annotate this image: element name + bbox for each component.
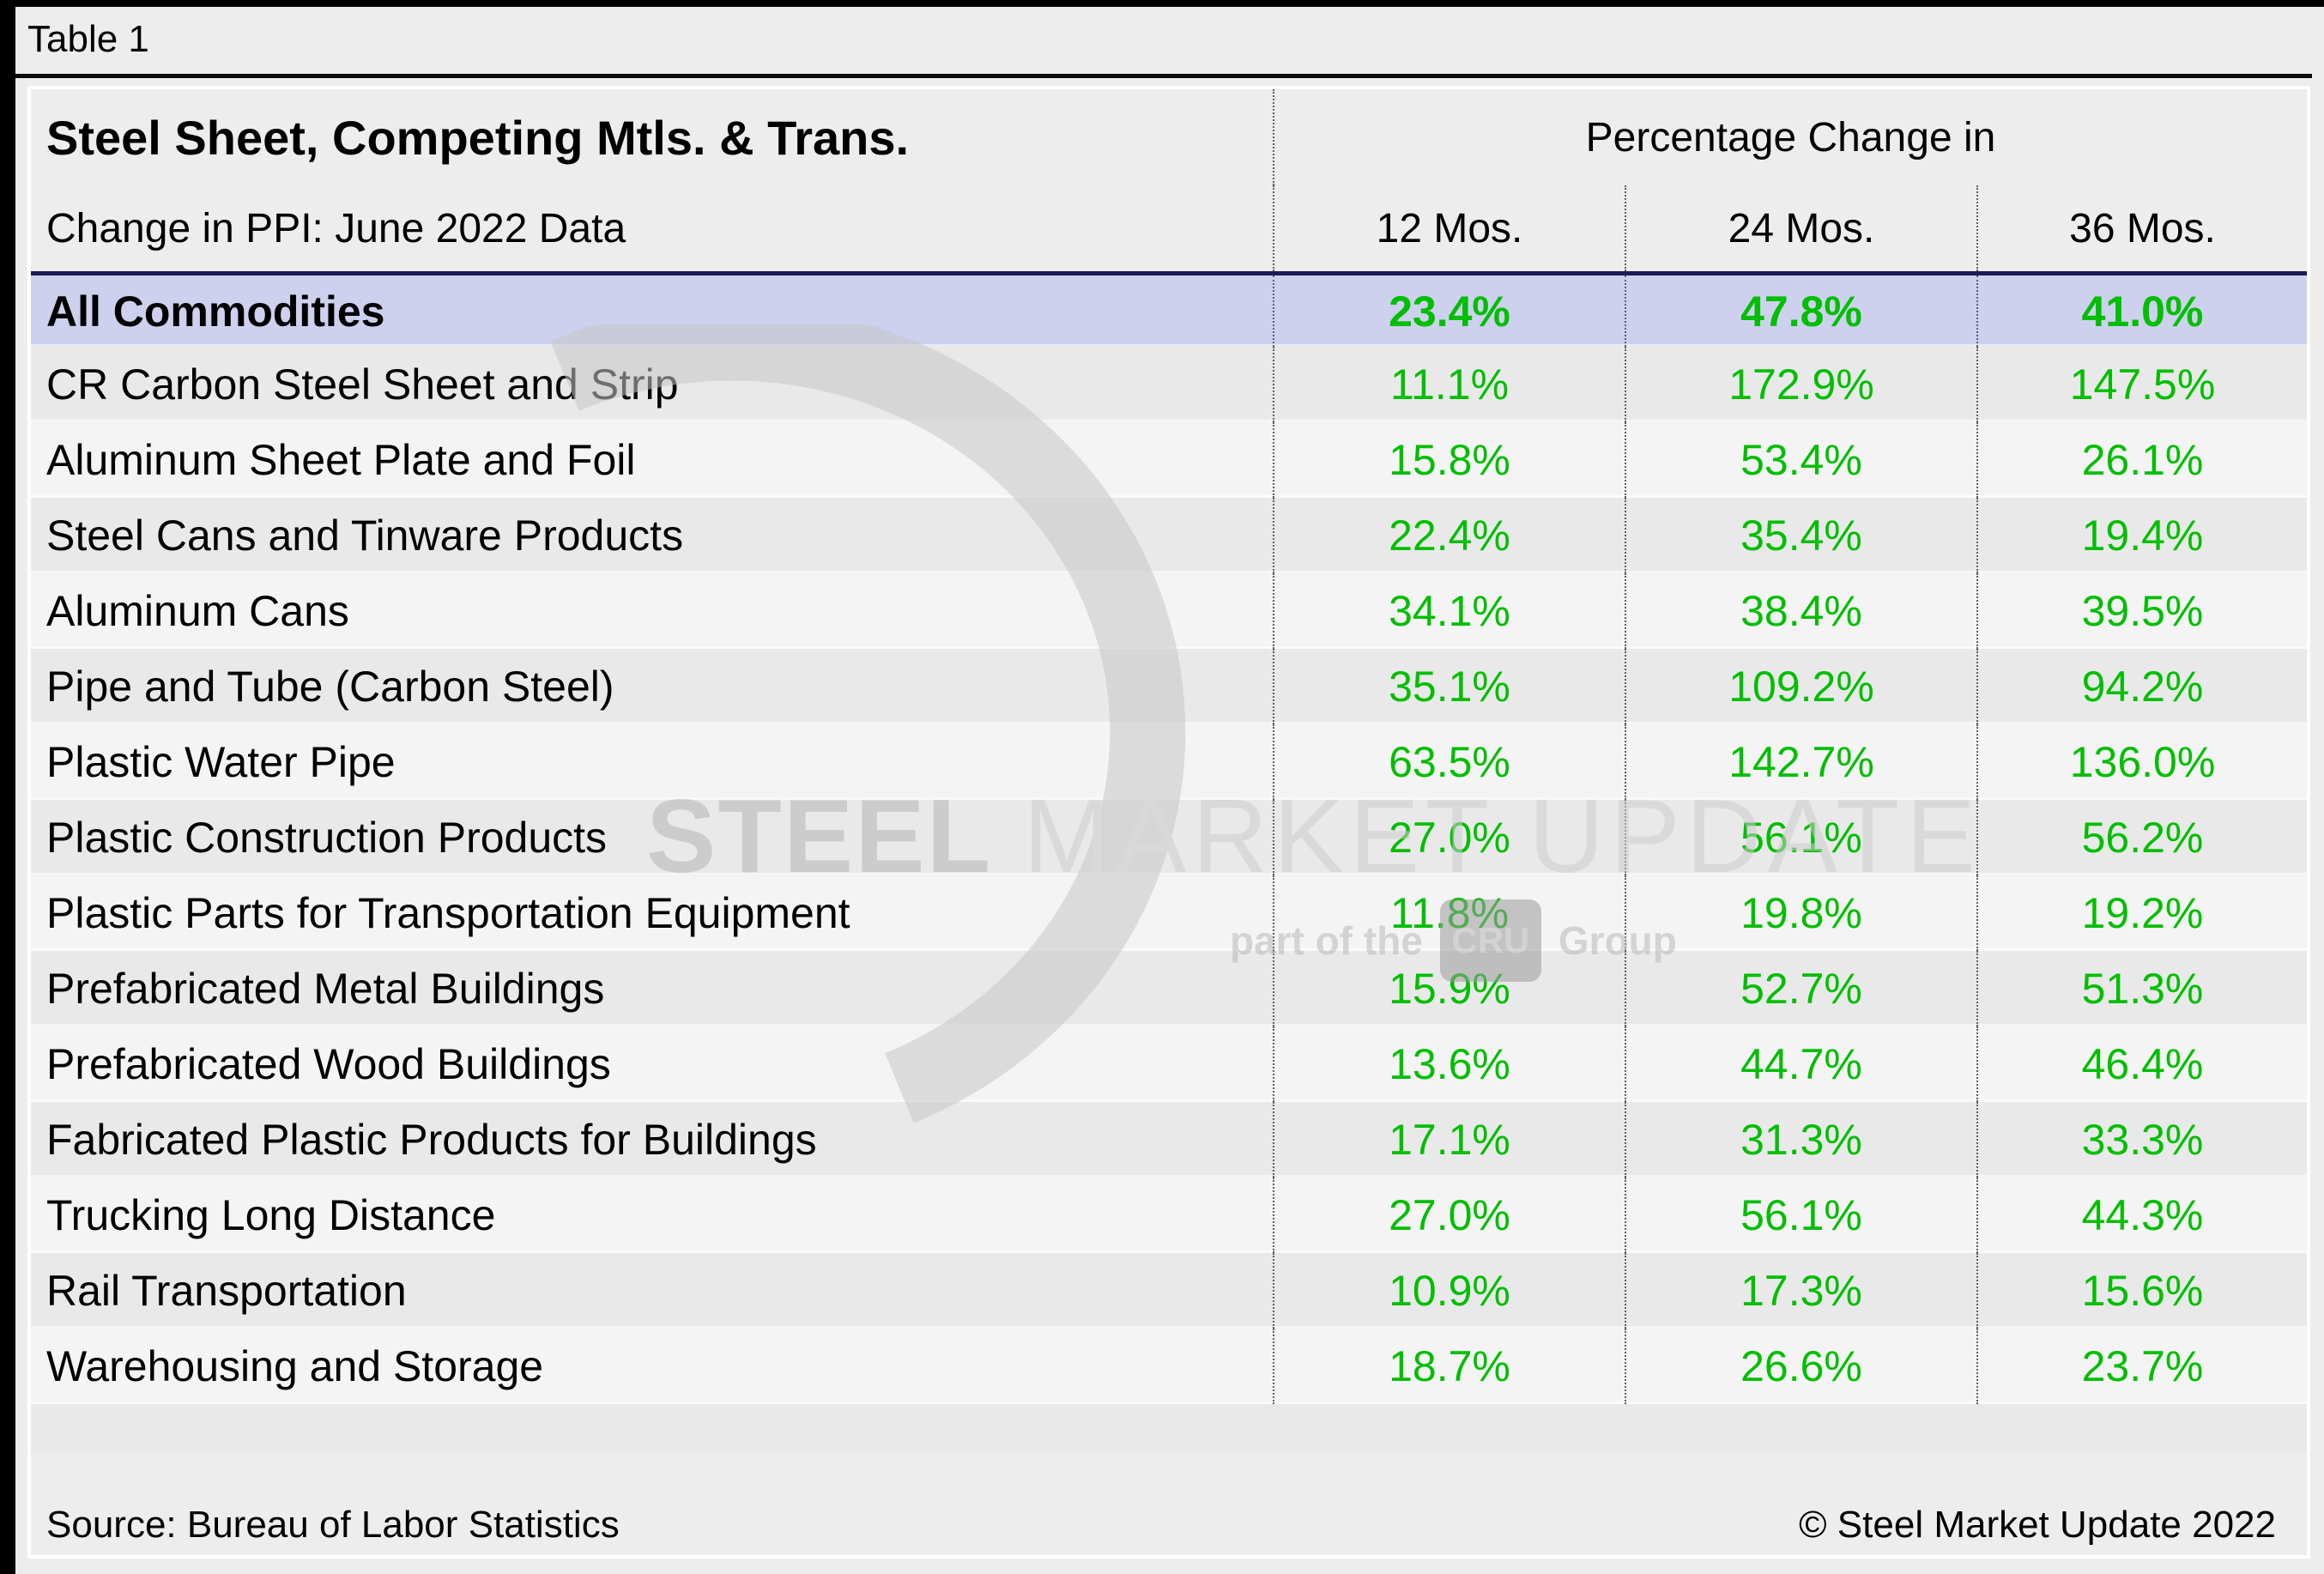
row-value: 52.7%	[1625, 951, 1976, 1026]
row-value: 31.3%	[1625, 1102, 1976, 1177]
row-value: 11.1%	[1273, 347, 1625, 422]
table-header-row-1: Steel Sheet, Competing Mtls. & Trans. Pe…	[31, 89, 2307, 185]
row-value: 35.1%	[1273, 649, 1625, 724]
table-row: Prefabricated Wood Buildings 13.6% 44.7% 46…	[31, 1026, 2307, 1102]
row-label: Fabricated Plastic Products for Building…	[46, 1116, 817, 1164]
table-body: All Commodities 23.4% 47.8% 41.0% CR Carbon …	[31, 271, 2307, 1404]
ppi-table-panel: Steel Sheet, Competing Mtls. & Trans. Pe…	[27, 86, 2310, 1559]
table-subtitle: Change in PPI: June 2022 Data	[46, 205, 626, 251]
row-label: Plastic Construction Products	[46, 814, 608, 862]
row-value: 19.8%	[1625, 875, 1976, 951]
table-footer: Source: Bureau of Labor Statistics © Ste…	[31, 1492, 2307, 1555]
row-value: 63.5%	[1273, 724, 1625, 800]
column-group-header: Percentage Change in	[1273, 89, 2307, 185]
row-value: 26.6%	[1625, 1329, 1976, 1404]
row-value: 44.3%	[1976, 1177, 2307, 1253]
column-header-24mos: 24 Mos.	[1625, 185, 1976, 271]
column-header-12mos: 12 Mos.	[1273, 185, 1625, 271]
horizontal-rule	[15, 74, 2312, 78]
row-value: 53.4%	[1625, 422, 1976, 498]
row-value: 56.2%	[1976, 800, 2307, 875]
row-label: CR Carbon Steel Sheet and Strip	[46, 360, 679, 409]
row-label: All Commodities	[46, 287, 385, 336]
row-value: 22.4%	[1273, 498, 1625, 573]
row-value: 109.2%	[1625, 649, 1976, 724]
table-row: Aluminum Cans 34.1% 38.4% 39.5%	[31, 573, 2307, 649]
table-row: Plastic Construction Products 27.0% 56.1% 5…	[31, 800, 2307, 875]
row-label: Prefabricated Metal Buildings	[46, 965, 605, 1013]
row-label: Prefabricated Wood Buildings	[46, 1040, 611, 1088]
row-value: 17.3%	[1625, 1253, 1976, 1329]
table-header-row-2: Change in PPI: June 2022 Data 12 Mos. 24…	[31, 185, 2307, 271]
table-row: Aluminum Sheet Plate and Foil 15.8% 53.4% 2…	[31, 422, 2307, 498]
row-value: 19.4%	[1976, 498, 2307, 573]
table-row: Pipe and Tube (Carbon Steel) 35.1% 109.2% 9…	[31, 649, 2307, 724]
row-value: 11.8%	[1273, 875, 1625, 951]
row-value: 34.1%	[1273, 573, 1625, 649]
row-value: 172.9%	[1625, 347, 1976, 422]
row-value: 56.1%	[1625, 800, 1976, 875]
row-label: Pipe and Tube (Carbon Steel)	[46, 663, 614, 711]
row-value: 33.3%	[1976, 1102, 2307, 1177]
row-label: Warehousing and Storage	[46, 1342, 544, 1390]
empty-stripe	[31, 1404, 2307, 1452]
row-label: Aluminum Sheet Plate and Foil	[46, 436, 636, 484]
copyright-note: © Steel Market Update 2022	[1799, 1504, 2276, 1546]
row-value: 46.4%	[1976, 1026, 2307, 1102]
row-value: 35.4%	[1625, 498, 1976, 573]
row-value: 26.1%	[1976, 422, 2307, 498]
table-title: Steel Sheet, Competing Mtls. & Trans.	[46, 110, 910, 165]
row-value: 142.7%	[1625, 724, 1976, 800]
table-row: All Commodities 23.4% 47.8% 41.0%	[31, 271, 2307, 347]
row-value: 10.9%	[1273, 1253, 1625, 1329]
row-value: 38.4%	[1625, 573, 1976, 649]
row-value: 94.2%	[1976, 649, 2307, 724]
row-value: 18.7%	[1273, 1329, 1625, 1404]
row-value: 15.8%	[1273, 422, 1625, 498]
row-value: 51.3%	[1976, 951, 2307, 1026]
row-value: 44.7%	[1625, 1026, 1976, 1102]
row-value: 27.0%	[1273, 1177, 1625, 1253]
row-value: 19.2%	[1976, 875, 2307, 951]
table-row: Plastic Parts for Transportation Equipme…	[31, 875, 2307, 951]
row-value: 39.5%	[1976, 573, 2307, 649]
row-label: Steel Cans and Tinware Products	[46, 512, 684, 560]
table-row: Trucking Long Distance 27.0% 56.1% 44.3%	[31, 1177, 2307, 1253]
table-number-label: Table 1	[27, 18, 149, 60]
row-value: 47.8%	[1625, 275, 1976, 347]
table-row: Fabricated Plastic Products for Building…	[31, 1102, 2307, 1177]
row-value: 17.1%	[1273, 1102, 1625, 1177]
row-label: Rail Transportation	[46, 1267, 407, 1315]
row-value: 136.0%	[1976, 724, 2307, 800]
empty-space	[31, 1452, 2307, 1492]
row-value: 27.0%	[1273, 800, 1625, 875]
row-value: 23.4%	[1273, 275, 1625, 347]
row-value: 147.5%	[1976, 347, 2307, 422]
table-row: Rail Transportation 10.9% 17.3% 15.6%	[31, 1253, 2307, 1329]
row-value: 56.1%	[1625, 1177, 1976, 1253]
row-value: 23.7%	[1976, 1329, 2307, 1404]
table-row: Prefabricated Metal Buildings 15.9% 52.7% 5…	[31, 951, 2307, 1026]
row-value: 41.0%	[1976, 275, 2307, 347]
row-label: Aluminum Cans	[46, 587, 349, 635]
row-label: Plastic Water Pipe	[46, 738, 396, 786]
row-label: Trucking Long Distance	[46, 1191, 496, 1239]
table-row: Steel Cans and Tinware Products 22.4% 35.4…	[31, 498, 2307, 573]
column-header-36mos: 36 Mos.	[1976, 185, 2307, 271]
row-value: 13.6%	[1273, 1026, 1625, 1102]
source-note: Source: Bureau of Labor Statistics	[46, 1504, 620, 1546]
row-label: Plastic Parts for Transportation Equipme…	[46, 889, 850, 937]
row-value: 15.6%	[1976, 1253, 2307, 1329]
table-row: Plastic Water Pipe 63.5% 142.7% 136.0%	[31, 724, 2307, 800]
table-row: CR Carbon Steel Sheet and Strip 11.1% 172.…	[31, 347, 2307, 422]
table-row: Warehousing and Storage 18.7% 26.6% 23.7%	[31, 1329, 2307, 1404]
row-value: 15.9%	[1273, 951, 1625, 1026]
